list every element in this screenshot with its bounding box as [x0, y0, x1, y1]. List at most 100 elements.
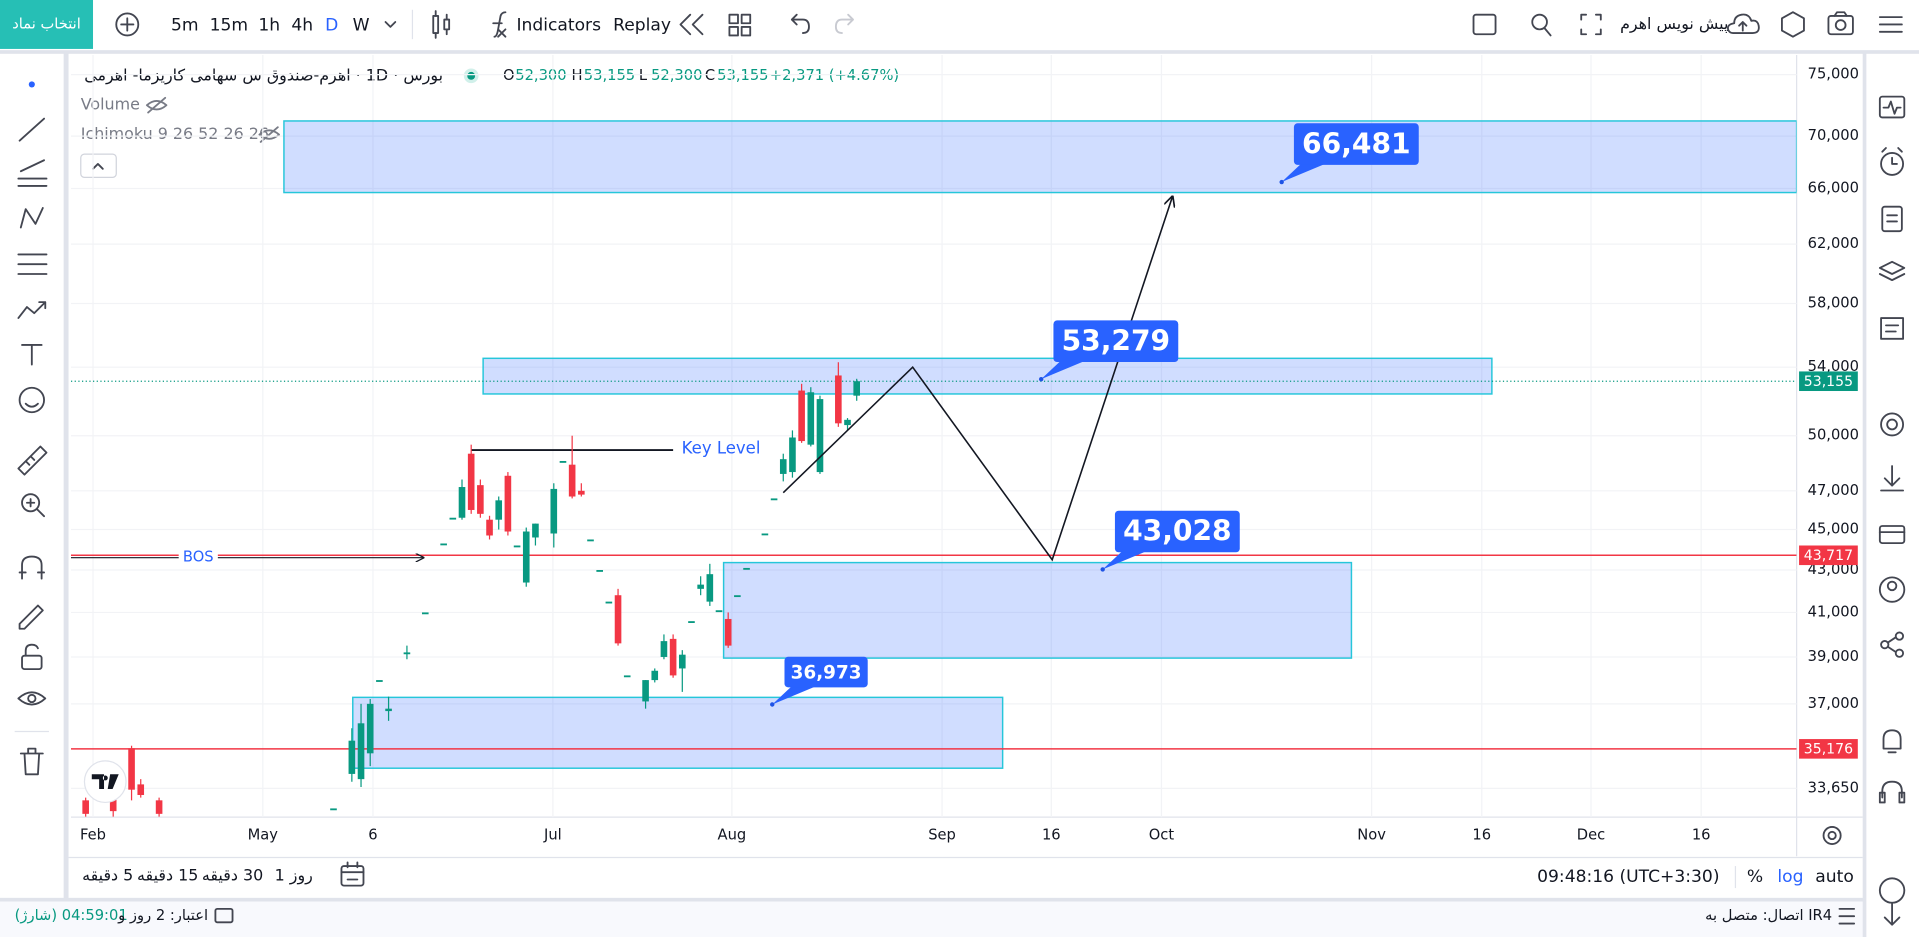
pattern-icon[interactable] — [19, 207, 44, 229]
candle-body — [651, 670, 659, 681]
zone — [722, 561, 1353, 659]
projection-icon[interactable] — [17, 253, 48, 275]
range-button[interactable]: روز 1 — [275, 865, 313, 885]
trend-line-icon[interactable] — [18, 117, 45, 142]
text-icon[interactable] — [21, 344, 43, 366]
hidden-icon[interactable] — [258, 126, 280, 143]
clock: 09:48:16 (UTC+3:30) — [1537, 867, 1719, 887]
callout-tail — [1041, 360, 1086, 380]
interval[interactable]: W — [353, 16, 370, 36]
candle-body — [486, 519, 493, 536]
y-tick-label: 70,000 — [1808, 127, 1859, 144]
logo — [83, 760, 127, 804]
chart-type-icon[interactable] — [432, 10, 451, 39]
add-symbol-icon[interactable] — [115, 12, 140, 37]
ohlc-value: 53,155 — [717, 67, 768, 84]
level-label: BOS — [183, 549, 214, 566]
emoji-icon[interactable] — [18, 386, 45, 414]
right-sidebar — [1866, 53, 1919, 937]
candle-body — [504, 475, 512, 532]
callout-box — [1293, 123, 1419, 165]
candle-body — [743, 567, 750, 570]
draw-mode-icon[interactable] — [18, 604, 44, 630]
candle-body — [376, 680, 383, 682]
percent-toggle[interactable]: % — [1747, 867, 1763, 887]
interval[interactable]: 15m — [210, 16, 248, 36]
x-tick-label: Sep — [928, 826, 956, 843]
price-line-label: 43,717 — [1804, 548, 1853, 564]
x-tick-label: 16 — [1472, 826, 1491, 843]
zoom-icon[interactable] — [21, 493, 45, 518]
visibility-icon[interactable] — [17, 691, 47, 706]
symbol-title: بورس · 1D · اهرم-صندوق س سهامی کاریزما- … — [84, 65, 443, 85]
save-icon[interactable] — [1726, 13, 1760, 34]
auto-toggle[interactable]: auto — [1815, 867, 1854, 887]
draft-label[interactable]: پیش نویس اهرم — [1620, 14, 1728, 34]
range-button[interactable]: 5 دقیقه — [82, 865, 133, 884]
candle-body — [688, 621, 695, 623]
date-range-icon[interactable] — [340, 861, 365, 887]
indicators-button[interactable]: Indicators — [516, 16, 601, 36]
symbol-button[interactable] — [0, 0, 94, 49]
credit-time: (شارژ) 04:59:01 — [15, 907, 128, 924]
interval-active[interactable]: D — [325, 16, 338, 36]
delete-icon[interactable] — [19, 747, 44, 776]
collapse-icon[interactable] — [92, 162, 104, 170]
candle-body — [403, 652, 411, 655]
fib-icon[interactable] — [17, 159, 48, 187]
magnet-icon[interactable] — [18, 555, 45, 580]
log-toggle[interactable]: log — [1777, 867, 1803, 887]
fullscreen-icon[interactable] — [1580, 13, 1602, 36]
y-tick-label: 58,000 — [1808, 295, 1859, 312]
hidden-icon[interactable] — [145, 96, 168, 114]
axis-settings-icon[interactable] — [1822, 825, 1842, 845]
symbol-button-label[interactable]: انتخاب نماد — [12, 15, 81, 32]
lock-icon[interactable] — [21, 643, 43, 671]
forecast-icon[interactable] — [17, 301, 47, 319]
chart: Key LevelBOS66,48153,27943,02836,97375,0… — [70, 55, 1859, 844]
snapshot-icon[interactable] — [1827, 11, 1854, 36]
layout-toggle-icon[interactable] — [1472, 13, 1497, 36]
interval[interactable]: 4h — [291, 16, 313, 36]
y-tick-label: 33,650 — [1808, 779, 1859, 796]
logo-mark — [91, 774, 119, 789]
zone — [352, 696, 1004, 769]
x-tick-label: Feb — [80, 826, 106, 843]
candle-body — [734, 595, 741, 598]
connection-status: اتصال: متصل به IR4 — [1705, 907, 1832, 924]
sidebar-icons[interactable] — [1878, 95, 1906, 926]
range-button[interactable]: 15 دقیقه — [137, 865, 198, 884]
candle-body — [421, 612, 429, 615]
ohlc-key: C — [705, 67, 715, 84]
layout-icon[interactable] — [728, 13, 752, 37]
undo-icon[interactable] — [790, 13, 810, 34]
settings-icon[interactable] — [1781, 11, 1805, 38]
intervals-menu-icon[interactable] — [384, 21, 397, 28]
callout-tail — [772, 686, 817, 705]
indicators-icon[interactable] — [492, 11, 507, 38]
candle-body — [605, 601, 613, 604]
interval[interactable]: 5m — [171, 16, 199, 36]
candle-body — [835, 375, 842, 424]
candle-body — [816, 399, 824, 473]
range-button[interactable]: 30 دقیقه — [202, 865, 263, 884]
cursor-icon[interactable] — [28, 81, 35, 88]
zone — [283, 120, 1797, 194]
menu-icon[interactable] — [1878, 16, 1903, 33]
indicator-name: Volume — [81, 95, 140, 114]
y-tick-label: 41,000 — [1808, 603, 1859, 620]
ruler-icon[interactable] — [17, 445, 48, 476]
replay-icon[interactable] — [679, 13, 704, 36]
search-icon[interactable] — [1531, 13, 1552, 37]
y-tick-label: 50,000 — [1808, 427, 1859, 444]
interval[interactable]: 1h — [258, 16, 280, 36]
y-tick-label: 66,000 — [1808, 179, 1859, 196]
last-price-label: 53,155 — [1804, 374, 1853, 390]
redo-icon — [834, 13, 854, 34]
top-toolbar — [0, 0, 1919, 51]
replay-button[interactable]: Replay — [613, 16, 671, 36]
callout-tail — [1281, 163, 1326, 183]
axis: 75,000 70,000 66,000 62,000 58,000 54,000 50,0… — [80, 66, 1859, 844]
